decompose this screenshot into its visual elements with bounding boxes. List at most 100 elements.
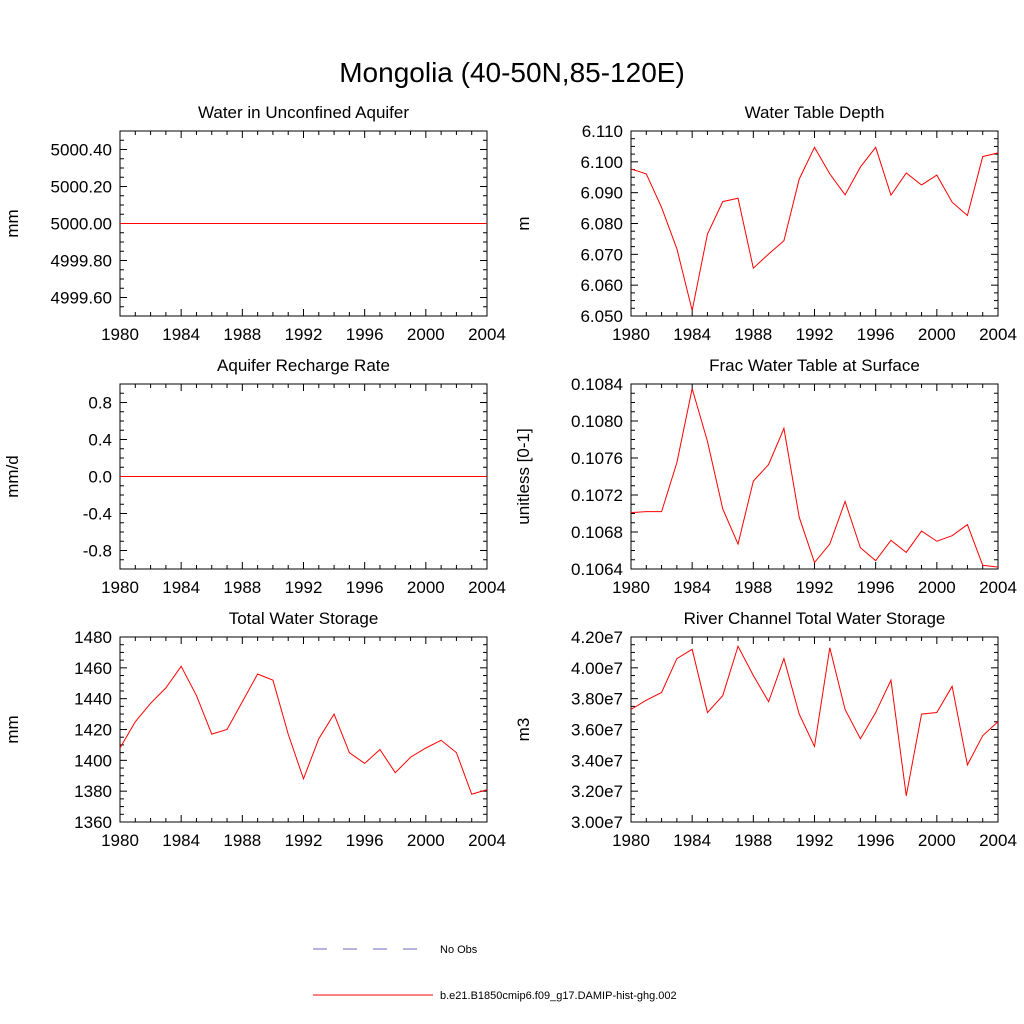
page-title: Mongolia (40-50N,85-120E) — [339, 57, 685, 88]
x-tick-label: 1980 — [612, 578, 650, 597]
y-axis-label: m3 — [514, 718, 533, 742]
x-tick-label: 2000 — [918, 578, 956, 597]
chart-title: Aquifer Recharge Rate — [217, 356, 390, 375]
y-tick-label: 3.40e7 — [571, 751, 623, 770]
y-tick-label: 3.20e7 — [571, 782, 623, 801]
x-tick-label: 1984 — [162, 578, 200, 597]
x-tick-label: 2004 — [468, 578, 506, 597]
x-tick-label: 1992 — [796, 831, 834, 850]
chart-panel-2: Water Table Depth m 1980 1984 1988 1992 1996 20… — [514, 103, 1017, 344]
x-tick-label: 1996 — [857, 578, 895, 597]
x-tick-label: 1988 — [734, 831, 772, 850]
y-tick-label: 4.00e7 — [571, 659, 623, 678]
y-tick-label: -0.4 — [83, 505, 112, 524]
x-tick-label: 1980 — [101, 325, 139, 344]
chart-title: Water Table Depth — [745, 103, 885, 122]
x-tick-label: 1984 — [162, 325, 200, 344]
x-tick-label: 2004 — [468, 831, 506, 850]
y-tick-label: 0.1068 — [571, 523, 623, 542]
x-tick-label: 1988 — [223, 831, 261, 850]
y-axis-label: mm/d — [3, 455, 22, 498]
y-axis-label: unitless [0-1] — [514, 428, 533, 524]
panels-group: Water in Unconfined Aquifer mm 1980 1984 198… — [3, 103, 1017, 850]
x-tick-label: 1996 — [857, 325, 895, 344]
y-tick-label: 3.80e7 — [571, 690, 623, 709]
chart-panel-4: Frac Water Table at Surface unitless [0-1… — [514, 356, 1017, 597]
series-line-1 — [119, 665, 488, 795]
y-tick-label: 6.080 — [580, 215, 623, 234]
x-tick-label: 1996 — [346, 831, 384, 850]
y-tick-label: 1480 — [74, 628, 112, 647]
chart-title: River Channel Total Water Storage — [684, 609, 946, 628]
x-tick-label: 2004 — [979, 831, 1017, 850]
y-tick-label: 0.4 — [88, 431, 112, 450]
chart-panel-5: Total Water Storage mm 1980 1984 1988 1992 199… — [3, 609, 506, 850]
y-tick-label: 0.1084 — [571, 375, 623, 394]
chart-title: Total Water Storage — [229, 609, 379, 628]
x-tick-label: 1992 — [285, 831, 323, 850]
plot-frame — [119, 636, 488, 823]
x-tick-label: 2000 — [918, 325, 956, 344]
y-tick-label: 6.090 — [580, 184, 623, 203]
y-tick-label: 1380 — [74, 782, 112, 801]
x-tick-label: 1980 — [612, 831, 650, 850]
x-tick-label: 1988 — [734, 325, 772, 344]
plot-frame — [630, 130, 999, 317]
y-tick-label: 0.1076 — [571, 449, 623, 468]
legend-label-no-obs: No Obs — [440, 944, 478, 956]
x-tick-label: 1988 — [734, 578, 772, 597]
y-axis-label: m — [514, 216, 533, 230]
y-tick-label: 4999.60 — [51, 289, 112, 308]
x-tick-label: 2000 — [407, 325, 445, 344]
x-tick-label: 1980 — [612, 325, 650, 344]
x-tick-label: 2000 — [407, 578, 445, 597]
legend: No Obs b.e21.B1850cmip6.f09_g17.DAMIP-hi… — [313, 944, 677, 1002]
x-tick-label: 2004 — [979, 325, 1017, 344]
y-axis-label: mm — [3, 715, 22, 743]
legend-label-model: b.e21.B1850cmip6.f09_g17.DAMIP-hist-ghg.… — [440, 990, 677, 1002]
y-tick-label: 1460 — [74, 659, 112, 678]
x-tick-label: 1980 — [101, 831, 139, 850]
plot-frame — [630, 383, 999, 570]
y-tick-label: 6.070 — [580, 245, 623, 264]
y-tick-label: 5000.00 — [51, 215, 112, 234]
y-tick-label: 0.1080 — [571, 412, 623, 431]
y-tick-label: 0.1064 — [571, 560, 623, 579]
y-tick-label: 1420 — [74, 721, 112, 740]
y-tick-label: 5000.40 — [51, 141, 112, 160]
x-tick-label: 1992 — [285, 325, 323, 344]
x-tick-label: 1984 — [673, 325, 711, 344]
y-tick-label: -0.8 — [83, 542, 112, 561]
y-tick-label: 0.0 — [88, 468, 112, 487]
y-tick-label: 6.060 — [580, 276, 623, 295]
y-tick-label: 4999.80 — [51, 252, 112, 271]
x-tick-label: 1992 — [796, 325, 834, 344]
x-tick-label: 1980 — [101, 578, 139, 597]
x-tick-label: 1984 — [162, 831, 200, 850]
x-tick-label: 1984 — [673, 831, 711, 850]
y-tick-label: 6.050 — [580, 307, 623, 326]
series-line-1 — [630, 146, 999, 311]
y-axis-label: mm — [3, 209, 22, 237]
x-tick-label: 1992 — [796, 578, 834, 597]
x-tick-label: 1988 — [223, 325, 261, 344]
series-line-1 — [630, 388, 999, 568]
y-tick-label: 1400 — [74, 751, 112, 770]
y-tick-label: 6.100 — [580, 153, 623, 172]
x-tick-label: 2000 — [407, 831, 445, 850]
chart-panel-6: River Channel Total Water Storage m3 1980 1… — [514, 609, 1017, 850]
y-tick-label: 0.1072 — [571, 486, 623, 505]
chart-panel-1: Water in Unconfined Aquifer mm 1980 1984 198… — [3, 103, 506, 344]
series-line-1 — [630, 644, 999, 796]
plot-frame — [630, 636, 999, 823]
y-tick-label: 3.60e7 — [571, 721, 623, 740]
x-tick-label: 1988 — [223, 578, 261, 597]
y-tick-label: 0.8 — [88, 394, 112, 413]
y-tick-label: 5000.20 — [51, 178, 112, 197]
x-tick-label: 1996 — [346, 325, 384, 344]
x-tick-label: 2000 — [918, 831, 956, 850]
x-tick-label: 1996 — [346, 578, 384, 597]
x-tick-label: 1984 — [673, 578, 711, 597]
chart-panel-3: Aquifer Recharge Rate mm/d 1980 1984 1988 199… — [3, 356, 506, 597]
